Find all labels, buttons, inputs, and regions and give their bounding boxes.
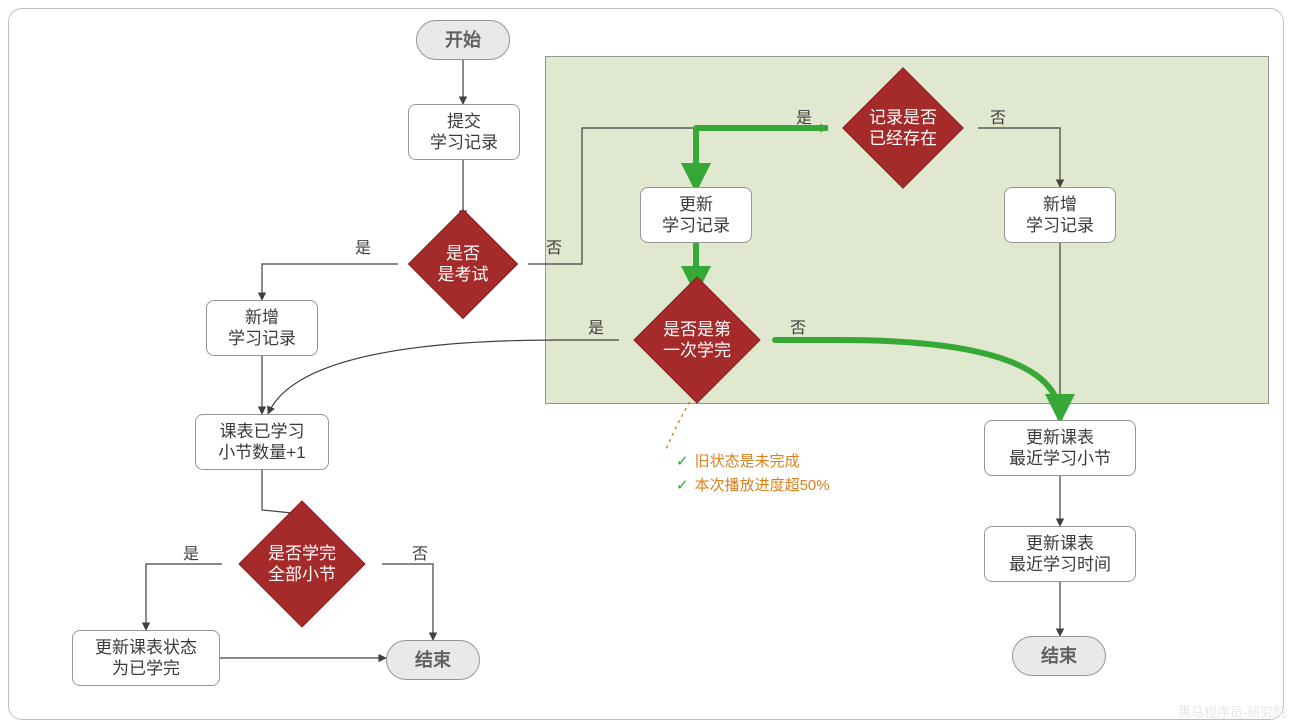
- watermark-text: 黑马程序员-研究院: [1178, 702, 1286, 721]
- text-line: 是否: [446, 243, 480, 264]
- text-line: 更新课表状态: [95, 637, 197, 658]
- text-line: 记录是否: [869, 107, 937, 128]
- node-end-left: 结束: [386, 640, 480, 680]
- node-inc-section: 课表已学习 小节数量+1: [195, 414, 329, 470]
- node-end-right: 结束: [1012, 636, 1106, 676]
- label-all-done-no: 否: [412, 540, 428, 564]
- text-line: 最近学习小节: [1009, 448, 1111, 469]
- annotation-line: 本次播放进度超50%: [695, 477, 830, 494]
- flowchart-canvas: 开始 提交 学习记录 是否 是考试 新增 学习记录 课表已学习 小节数量+1 是…: [0, 0, 1292, 728]
- text-line: 课表已学习: [220, 421, 305, 442]
- text-line: 更新: [679, 194, 713, 215]
- check-icon: ✓: [676, 477, 689, 494]
- text-line: 全部小节: [268, 564, 336, 585]
- node-update-latest-time: 更新课表 最近学习时间: [984, 526, 1136, 582]
- node-submit-record: 提交 学习记录: [408, 104, 520, 160]
- text-line: 最近学习时间: [1009, 554, 1111, 575]
- node-end-label: 结束: [1041, 645, 1077, 668]
- text-line: 提交: [447, 111, 481, 132]
- text-line: 为已学完: [112, 658, 180, 679]
- label-is-exam-yes: 是: [355, 234, 371, 258]
- node-update-done: 更新课表状态 为已学完: [72, 630, 220, 686]
- annotation-note: ✓ 旧状态是未完成 ✓ 本次播放进度超50%: [676, 450, 830, 498]
- node-update-record: 更新 学习记录: [640, 187, 752, 243]
- text-line: 学习记录: [430, 132, 498, 153]
- text-line: 是否学完: [268, 543, 336, 564]
- node-first-finish: 是否是第 一次学完: [619, 290, 775, 390]
- check-icon: ✓: [676, 453, 689, 470]
- text-line: 已经存在: [869, 128, 937, 149]
- text-line: 新增: [245, 307, 279, 328]
- text-line: 更新课表: [1026, 533, 1094, 554]
- text-line: 学习记录: [1026, 215, 1094, 236]
- node-end-label: 结束: [415, 649, 451, 672]
- label-is-exam-no: 否: [546, 234, 562, 258]
- node-start: 开始: [416, 20, 510, 60]
- node-all-done: 是否学完 全部小节: [222, 514, 382, 614]
- node-add-record-left: 新增 学习记录: [206, 300, 318, 356]
- label-record-exists-yes: 是: [796, 104, 812, 128]
- node-start-label: 开始: [445, 29, 481, 52]
- node-add-record-right: 新增 学习记录: [1004, 187, 1116, 243]
- node-update-latest-section: 更新课表 最近学习小节: [984, 420, 1136, 476]
- text-line: 一次学完: [663, 340, 731, 361]
- label-first-finish-yes: 是: [588, 314, 604, 338]
- node-is-exam: 是否 是考试: [398, 218, 528, 310]
- text-line: 更新课表: [1026, 427, 1094, 448]
- text-line: 小节数量+1: [218, 442, 305, 463]
- text-line: 学习记录: [662, 215, 730, 236]
- annotation-line: 旧状态是未完成: [695, 453, 800, 470]
- node-record-exists: 记录是否 已经存在: [828, 80, 978, 176]
- text-line: 是否是第: [663, 319, 731, 340]
- label-all-done-yes: 是: [183, 540, 199, 564]
- text-line: 学习记录: [228, 328, 296, 349]
- label-first-finish-no: 否: [790, 314, 806, 338]
- label-record-exists-no: 否: [990, 104, 1006, 128]
- text-line: 新增: [1043, 194, 1077, 215]
- text-line: 是考试: [438, 264, 489, 285]
